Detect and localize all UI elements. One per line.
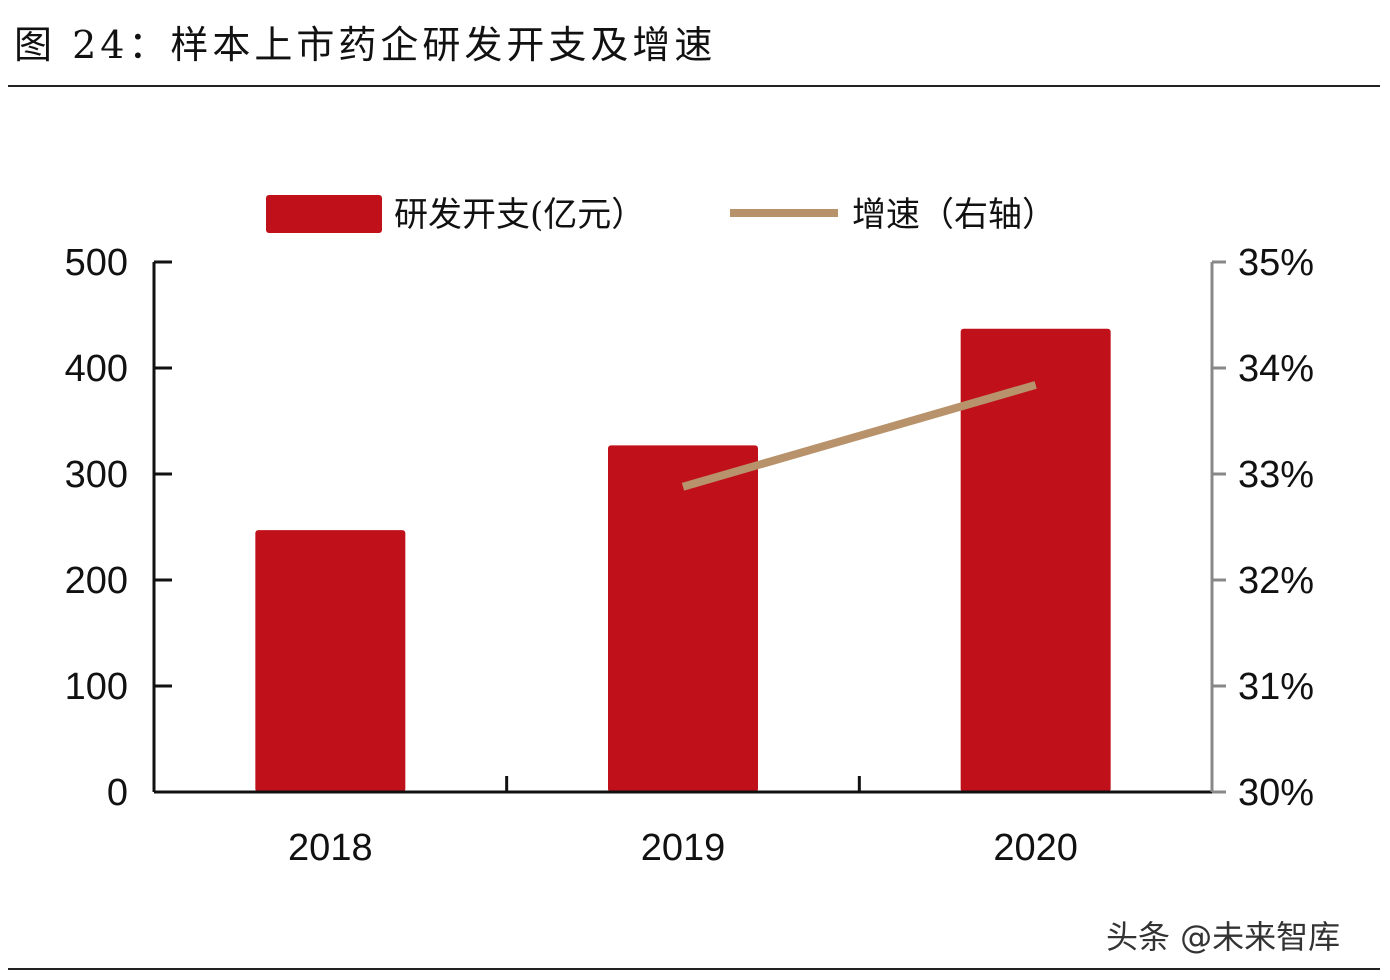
bar-2019 (608, 445, 758, 792)
tick-labels: 0 100 200 300 400 500 30% 31% 32% 33% 34% 35% 2018 20… (65, 242, 1314, 869)
right-tick-label: 32% (1238, 560, 1314, 602)
figure-title: 图 24：样本上市药企研发开支及增速 (14, 23, 717, 67)
right-tick-label: 33% (1238, 454, 1314, 496)
left-tick-label: 0 (107, 772, 128, 814)
right-tick-label: 35% (1238, 242, 1314, 284)
x-tick-label: 2018 (288, 827, 373, 869)
growth-line (681, 381, 1037, 491)
x-tick-label: 2019 (641, 827, 726, 869)
left-tick-label: 300 (65, 454, 128, 496)
bottom-rule (8, 968, 1380, 970)
left-tick-label: 200 (65, 560, 128, 602)
bar-series (255, 328, 1111, 792)
left-tick-label: 400 (65, 348, 128, 390)
top-rule (8, 85, 1380, 87)
x-tick-label: 2020 (993, 827, 1078, 869)
right-tick-label: 31% (1238, 666, 1314, 708)
watermark: 头条 @未来智库 (1106, 918, 1341, 956)
bar-2020 (960, 328, 1111, 792)
right-tick-label: 34% (1238, 348, 1314, 390)
bar-2018 (255, 530, 406, 792)
legend-bar-swatch (266, 195, 382, 233)
left-tick-label: 100 (65, 666, 128, 708)
right-tick-label: 30% (1238, 772, 1314, 814)
legend-bar-label: 研发开支(亿元） (394, 195, 645, 235)
growth-line-series (681, 381, 1037, 491)
left-tick-label: 500 (65, 242, 128, 284)
axes (152, 260, 1226, 794)
legend-line-label: 增速（右轴） (852, 195, 1056, 235)
chart-legend: 研发开支(亿元） 增速（右轴） (266, 195, 1056, 235)
